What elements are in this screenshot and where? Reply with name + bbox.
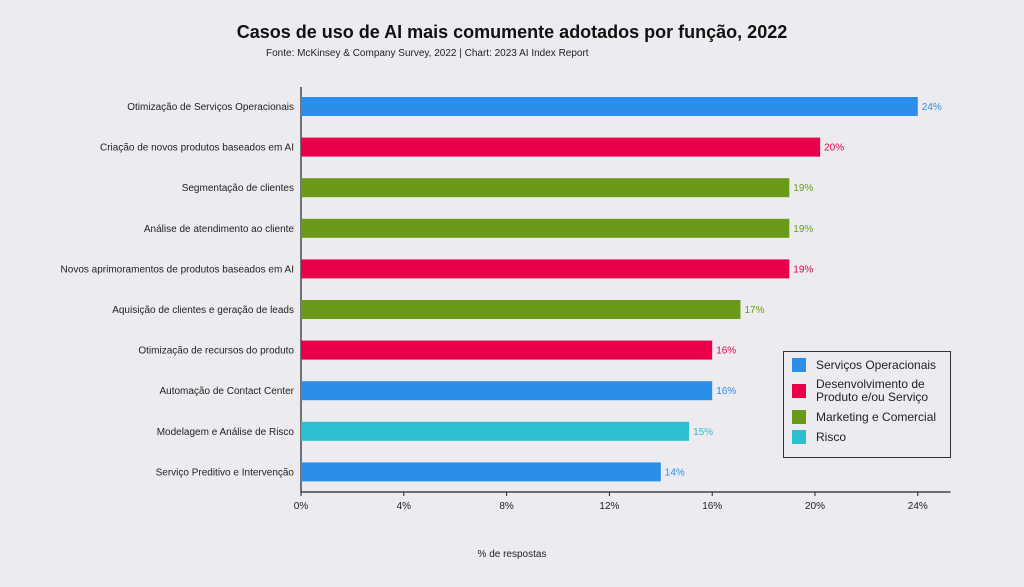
category-label: Automação de Contact Center <box>159 386 294 397</box>
legend-item-operacionais: Serviços Operacionais <box>792 358 942 372</box>
value-label: 24% <box>922 102 942 113</box>
bar <box>301 137 821 157</box>
category-label: Novos aprimoramentos de produtos baseado… <box>61 264 294 275</box>
bar <box>301 97 918 116</box>
category-label: Segmentação de clientes <box>182 183 294 194</box>
x-axis-label: % de respostas <box>477 549 547 560</box>
legend-swatch <box>792 430 806 444</box>
x-tick-label: 8% <box>499 501 514 512</box>
value-label: 19% <box>793 224 813 235</box>
legend-swatch <box>792 358 806 372</box>
x-tick-label: 4% <box>397 501 412 512</box>
bar <box>301 300 741 319</box>
legend-label: Risco <box>816 429 847 444</box>
legend-label: Serviços Operacionais <box>816 357 937 372</box>
legend-item-risco: Risco <box>792 430 942 444</box>
value-label: 14% <box>665 467 685 478</box>
value-label: 19% <box>793 264 813 275</box>
chart-subtitle: Fonte: McKinsey & Company Survey, 2022 |… <box>266 48 589 59</box>
x-tick-label: 12% <box>599 501 619 512</box>
value-label: 16% <box>716 386 736 397</box>
bar <box>301 421 690 441</box>
value-label: 20% <box>824 143 844 154</box>
category-label: Otimização de recursos do produto <box>138 346 294 357</box>
value-label: 16% <box>716 346 736 357</box>
category-label: Aquisição de clientes e geração de leads <box>112 305 294 316</box>
legend-item-marketing: Marketing e Comercial <box>792 410 942 424</box>
bar <box>301 178 790 198</box>
category-label: Análise de atendimento ao cliente <box>144 224 295 235</box>
legend-item-desenvolvimento: Desenvolvimento de Produto e/ou Serviço <box>792 378 942 404</box>
category-label: Serviço Preditivo e Intervenção <box>156 467 295 478</box>
bar <box>301 381 713 401</box>
category-label: Criação de novos produtos baseados em AI <box>100 143 294 154</box>
chart-legend: Serviços Operacionais Desenvolvimento de… <box>783 351 951 458</box>
category-label: Modelagem e Análise de Risco <box>157 427 295 438</box>
x-tick-label: 24% <box>908 501 928 512</box>
x-tick-label: 0% <box>294 501 309 512</box>
bar <box>301 218 790 238</box>
legend-label: Marketing e Comercial <box>816 409 937 424</box>
bar <box>301 259 790 279</box>
value-label: 17% <box>744 305 764 316</box>
x-tick-label: 16% <box>702 501 722 512</box>
legend-swatch <box>792 384 806 398</box>
x-tick-label: 20% <box>805 501 825 512</box>
value-label: 19% <box>793 183 813 194</box>
legend-swatch <box>792 410 806 424</box>
legend-label: Desenvolvimento de Produto e/ou Serviço <box>816 377 929 404</box>
bar <box>301 462 661 482</box>
bar <box>301 340 713 360</box>
chart-title: Casos de uso de AI mais comumente adotad… <box>236 22 788 42</box>
category-label: Otimização de Serviços Operacionais <box>127 102 294 113</box>
value-label: 15% <box>693 427 713 438</box>
